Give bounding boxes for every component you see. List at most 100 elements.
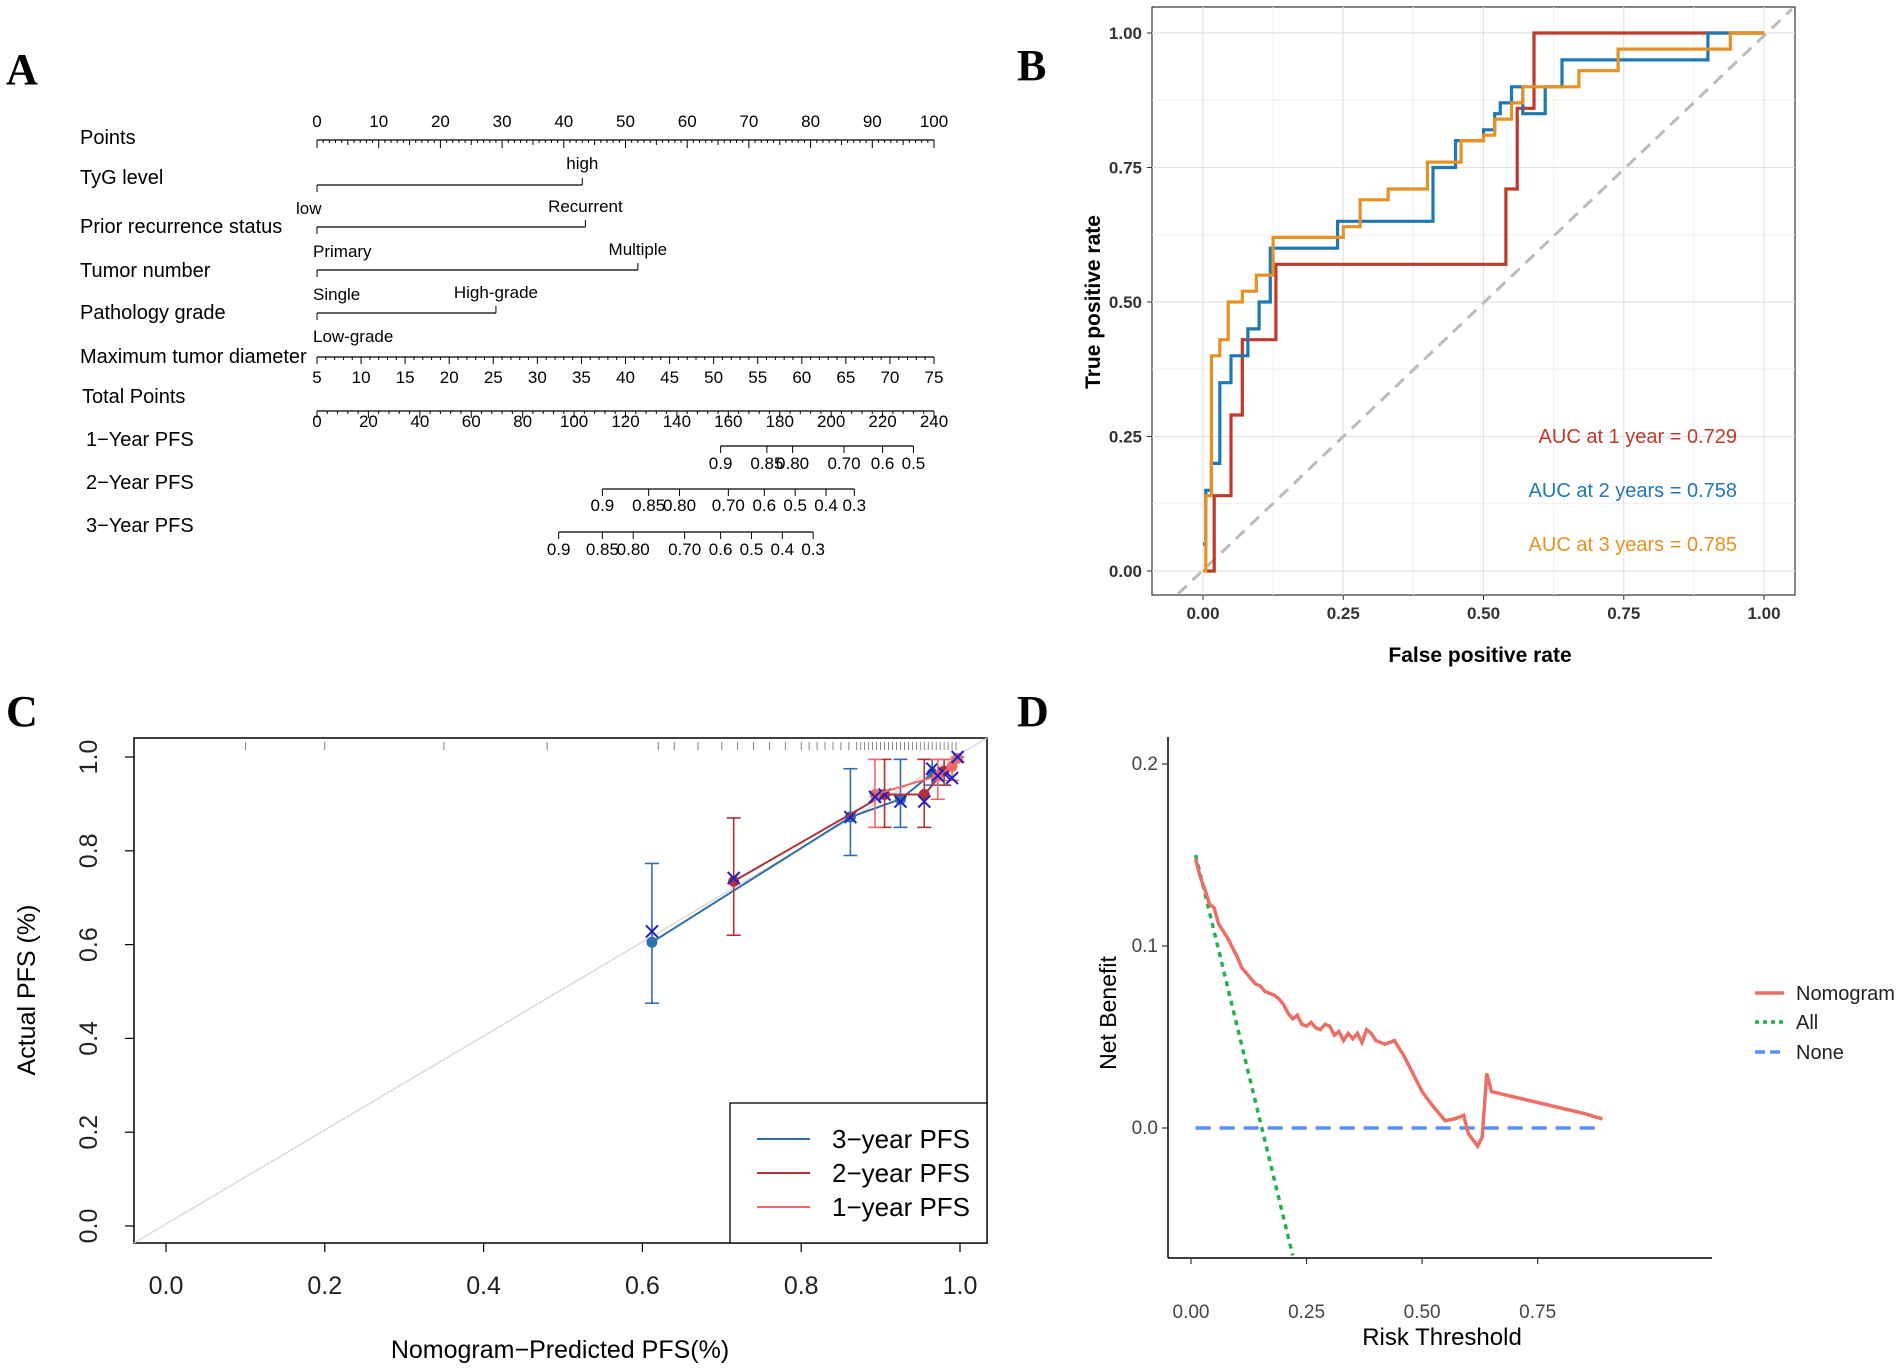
diameter-tick-label: 5 [312,368,321,387]
bias-corrected-point [917,794,931,809]
points-label: Points [80,127,136,149]
x-tick-label: 0.2 [307,1272,342,1300]
outcome-tick-label: 0.5 [783,496,807,515]
y-tick-label: 0.1 [1132,936,1158,957]
outcome-tick-label: 0.4 [814,496,838,515]
panel-label-a: A [6,45,38,94]
x-tick-label: 1.00 [1747,604,1780,623]
x-tick-label: 0.50 [1404,1302,1441,1323]
y-tick-label: 0.75 [1109,159,1142,178]
outcome-tick-label: 0.6 [871,454,895,473]
x-tick-label: 1.0 [943,1272,978,1300]
y-tick-label: 1.00 [1109,24,1142,43]
apparent-point [918,789,930,801]
outcome-tick-label: 0.70 [668,540,701,559]
x-tick-label: 0.25 [1327,604,1360,623]
level-label: low [296,199,322,218]
diameter-tick-label: 30 [528,368,547,387]
total-points-tick-label: 160 [714,412,742,431]
bias-corrected-point [931,769,945,783]
bias-corrected-point [843,810,858,824]
legend-label: 2−year PFS [832,1158,970,1188]
x-tick-label: 0.00 [1186,604,1219,623]
calibration-line [733,770,945,883]
outcome-tick-label: 0.3 [842,496,866,515]
total-points-tick-label: 140 [663,412,691,431]
y-axis-title: Actual PFS (%) [13,905,41,1076]
diameter-tick-label: 65 [836,368,855,387]
panel-label-c: C [6,687,38,736]
panel-b-roc: B 0.00 0.00 0.25 0.25 0.50 0.50 0.75 0.75 1.00 1.… [1017,6,1796,667]
total-points-tick-label: 240 [920,412,948,431]
x-tick-label: 0.4 [466,1272,501,1300]
outcome-tick-label: 0.6 [753,496,777,515]
level-label: High-grade [454,283,538,302]
points-tick-label: 20 [431,112,450,131]
total-points-tick-label: 220 [868,412,896,431]
roc-line [1203,31,1764,546]
outcome-tick-label: 0.5 [902,454,926,473]
roc-line [1203,31,1764,573]
y-axis-title: True positive rate [1082,215,1105,389]
bias-corrected-point [645,924,659,939]
level-label: Primary [313,242,372,261]
diameter-tick-label: 45 [660,368,679,387]
outcome-tick-label: 0.70 [827,454,860,473]
points-tick-label: 100 [920,112,948,131]
total-points-tick-label: 60 [462,412,481,431]
points-tick-label: 70 [739,112,758,131]
diameter-tick-label: 10 [352,368,371,387]
x-tick-label: 0.0 [149,1272,184,1300]
points-tick-label: 0 [312,112,321,131]
outcome-tick-label: 0.80 [776,454,809,473]
variable-label: Tumor number [80,260,211,282]
points-tick-label: 30 [493,112,512,131]
x-axis-title: Risk Threshold [1362,1324,1522,1351]
level-label: Multiple [609,240,668,259]
outcome-tick-label: 0.85 [750,454,783,473]
auc-annotation: AUC at 1 year = 0.729 [1539,426,1737,448]
y-tick-label: 0.2 [1132,754,1158,775]
y-tick-label: 0.0 [75,1209,103,1244]
x-axis-title: Nomogram−Predicted PFS(%) [391,1336,729,1364]
outcome-label: 2−Year PFS [86,472,194,494]
outcome-label: 3−Year PFS [86,515,194,537]
roc-line [1205,31,1764,573]
outcome-label: 1−Year PFS [86,429,194,451]
y-tick-label: 0.8 [75,833,103,868]
points-tick-label: 80 [801,112,820,131]
y-tick-label: 0.0 [1132,1118,1158,1139]
variable-label: TyG level [80,167,163,189]
bias-corrected-point [893,794,908,809]
level-label: Low-grade [313,327,393,346]
apparent-point [646,936,658,948]
outcome-tick-label: 0.70 [712,496,745,515]
points-tick-label: 50 [616,112,635,131]
outcome-tick-label: 0.85 [632,496,665,515]
outcome-tick-label: 0.80 [663,496,696,515]
outcome-tick-label: 0.9 [591,496,615,515]
diameter-tick-label: 60 [792,368,811,387]
legend-label: None [1796,1042,1844,1064]
diameter-tick-label: 75 [925,368,944,387]
total-points-tick-label: 20 [359,412,378,431]
y-tick-label: 0.2 [75,1115,103,1150]
bias-corrected-point [727,871,741,885]
points-tick-label: 90 [863,112,882,131]
diameter-tick-label: 70 [880,368,899,387]
outcome-tick-label: 0.5 [740,540,764,559]
outcome-tick-label: 0.9 [547,540,571,559]
auc-annotation: AUC at 3 years = 0.785 [1529,534,1737,556]
reference-diagonal [1176,7,1794,596]
x-tick-label: 0.00 [1173,1302,1210,1323]
legend-label: 1−year PFS [832,1192,970,1222]
y-tick-label: 0.6 [75,927,103,962]
legend-label: Nomogram [1796,983,1895,1005]
apparent-point [728,875,740,887]
x-tick-label: 0.75 [1607,604,1640,623]
x-tick-label: 0.8 [784,1272,819,1300]
diameter-tick-label: 20 [440,368,459,387]
y-tick-label: 0.25 [1109,428,1142,447]
